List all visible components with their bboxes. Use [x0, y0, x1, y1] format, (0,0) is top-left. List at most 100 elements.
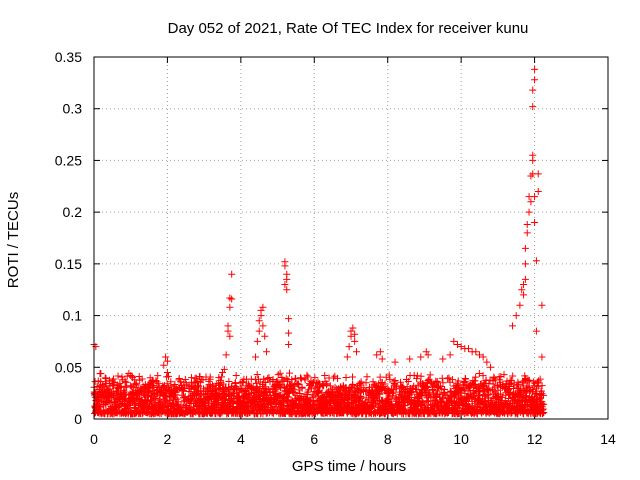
- data-point: [531, 76, 539, 84]
- data-point: [167, 378, 175, 386]
- data-point: [285, 329, 293, 337]
- data-point: [521, 275, 529, 283]
- data-point: [522, 392, 530, 400]
- data-point: [540, 408, 548, 416]
- data-point: [523, 221, 531, 229]
- data-point: [391, 358, 399, 366]
- data-point: [539, 391, 547, 399]
- data-point: [301, 376, 309, 384]
- data-point: [514, 380, 522, 388]
- data-point: [509, 322, 517, 330]
- data-point: [279, 403, 287, 411]
- data-point: [259, 322, 267, 330]
- data-point: [413, 375, 421, 383]
- x-tick-label: 14: [600, 431, 616, 447]
- data-point: [479, 372, 487, 380]
- data-point: [297, 375, 305, 383]
- data-point: [323, 380, 331, 388]
- data-point: [433, 387, 441, 395]
- data-point: [456, 387, 464, 395]
- data-point: [253, 337, 261, 345]
- data-point: [138, 375, 146, 383]
- y-tick-label: 0.05: [55, 359, 82, 375]
- data-point: [255, 327, 263, 335]
- data-point: [406, 355, 414, 363]
- data-point: [220, 365, 228, 373]
- data-point: [252, 353, 260, 361]
- data-point: [225, 377, 233, 385]
- data-point: [141, 402, 149, 410]
- data-point: [261, 332, 269, 340]
- data-point: [291, 389, 299, 397]
- data-point: [276, 369, 284, 377]
- x-tick-label: 6: [310, 431, 318, 447]
- data-point: [523, 229, 531, 237]
- data-point: [472, 348, 480, 356]
- data-point: [228, 270, 236, 278]
- data-point: [527, 198, 535, 206]
- data-point: [153, 378, 161, 386]
- data-point: [393, 383, 401, 391]
- data-point: [163, 380, 171, 388]
- data-point: [97, 370, 105, 378]
- data-point: [122, 378, 130, 386]
- data-point: [404, 378, 412, 386]
- y-tick-label: 0.25: [55, 152, 82, 168]
- data-point: [215, 374, 223, 382]
- data-point: [351, 330, 359, 338]
- data-point: [351, 337, 359, 345]
- data-point: [479, 353, 487, 361]
- data-point: [357, 392, 365, 400]
- data-point: [228, 295, 236, 303]
- data-point: [490, 374, 498, 382]
- y-tick-label: 0.15: [55, 256, 82, 272]
- data-point: [388, 392, 396, 400]
- data-point: [298, 384, 306, 392]
- data-point: [426, 371, 434, 379]
- data-point: [531, 193, 539, 201]
- data-point: [188, 374, 196, 382]
- data-point: [432, 378, 440, 386]
- data-point: [476, 351, 483, 359]
- data-point: [525, 208, 533, 216]
- data-point: [450, 337, 458, 345]
- y-tick-label: 0.35: [55, 49, 82, 65]
- x-axis-label: GPS time / hours: [292, 458, 406, 475]
- data-point: [284, 393, 292, 401]
- data-point: [154, 372, 162, 380]
- data-point: [314, 388, 322, 396]
- x-tick-label: 4: [237, 431, 245, 447]
- data-point: [362, 379, 370, 387]
- data-point: [499, 380, 507, 388]
- data-point: [439, 355, 447, 363]
- x-tick-label: 8: [384, 431, 392, 447]
- data-point: [253, 370, 261, 378]
- data-point: [304, 373, 312, 381]
- data-points: [90, 65, 548, 418]
- data-point: [525, 377, 533, 385]
- data-point: [176, 378, 184, 386]
- data-point: [529, 378, 537, 386]
- data-point: [483, 358, 491, 366]
- data-point: [531, 65, 539, 73]
- data-point: [226, 303, 234, 311]
- data-point: [417, 353, 425, 361]
- data-point: [540, 400, 548, 408]
- data-point: [283, 286, 291, 294]
- data-point: [375, 390, 383, 398]
- y-tick-label: 0.1: [63, 308, 83, 324]
- y-tick-label: 0: [74, 411, 82, 427]
- data-point: [362, 387, 370, 395]
- data-point: [303, 371, 311, 379]
- data-point: [520, 291, 528, 299]
- data-point: [536, 375, 544, 383]
- data-point: [512, 312, 520, 320]
- data-point: [529, 86, 537, 94]
- data-point: [385, 371, 393, 379]
- data-point: [385, 393, 393, 401]
- data-point: [462, 375, 470, 383]
- data-point: [226, 332, 234, 340]
- data-point: [428, 385, 436, 393]
- data-point: [472, 373, 480, 381]
- data-point: [424, 351, 432, 359]
